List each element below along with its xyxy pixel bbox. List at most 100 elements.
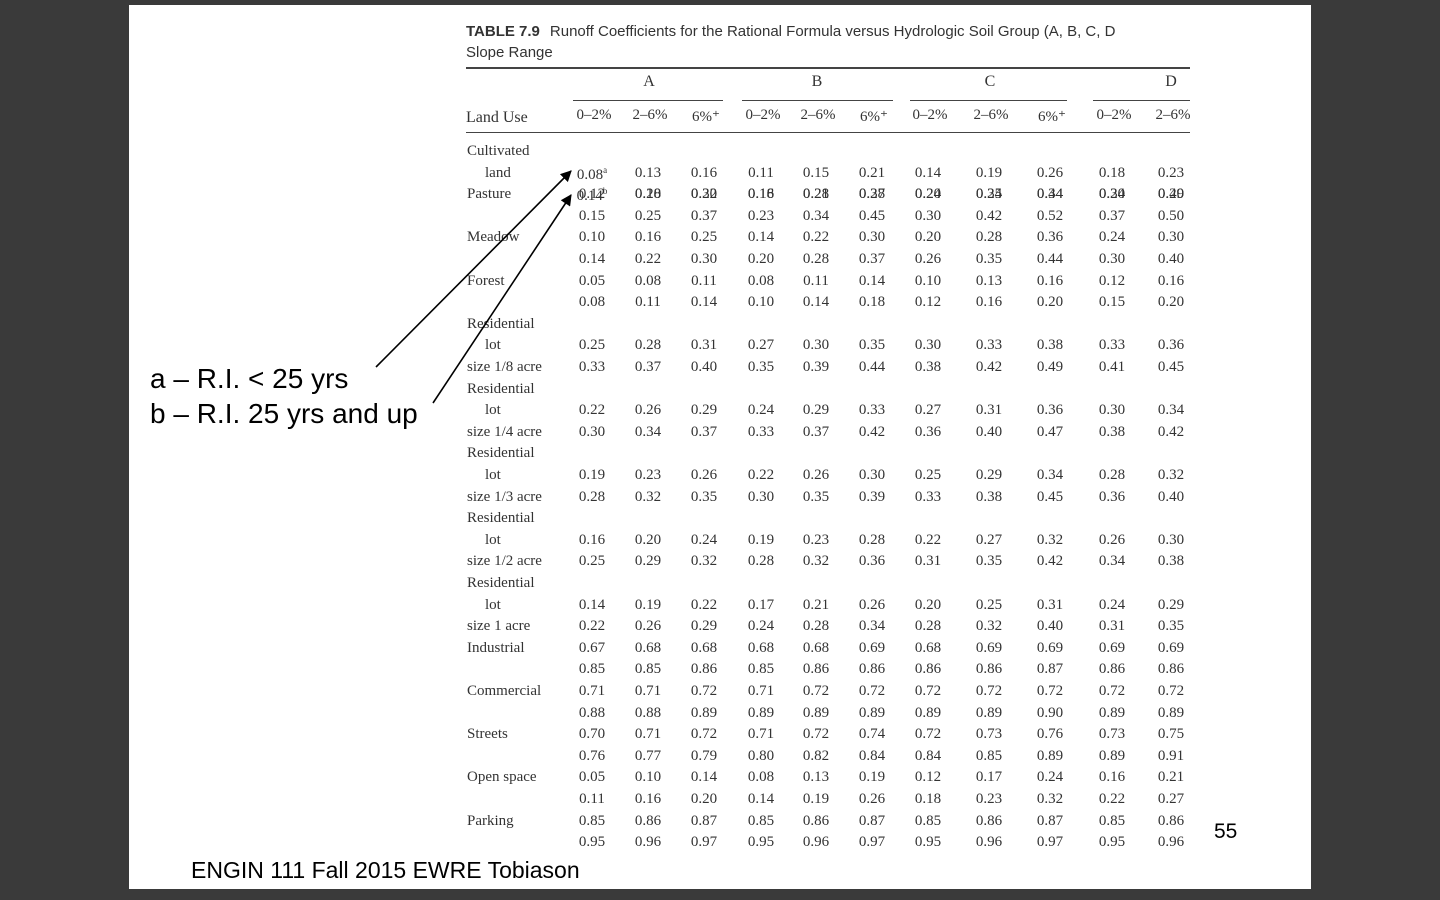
table-cell: 0.16 xyxy=(690,164,718,181)
table-cell: 0.40 xyxy=(1036,618,1064,635)
table-cell: 0.69 xyxy=(1036,639,1064,656)
table-cell: 0.89 xyxy=(747,704,775,721)
table-cell: 0.25 xyxy=(975,596,1003,613)
table-cell: 0.14b xyxy=(576,186,608,205)
table-cell: 0.23 xyxy=(802,531,830,548)
table-cell: 0.31 xyxy=(1098,618,1126,635)
table-cell: 0.87 xyxy=(1036,661,1064,678)
table-cell: 0.30 xyxy=(747,488,775,505)
table-cell: 0.24 xyxy=(1098,229,1126,246)
table-cell: 0.30 xyxy=(578,423,606,440)
table-cell: 0.97 xyxy=(858,834,886,851)
table-cell: 0.28 xyxy=(578,488,606,505)
column-header: 2–6% xyxy=(1155,107,1191,123)
table-cell: 0.11 xyxy=(579,791,605,807)
table-cell: 0.24 xyxy=(1098,186,1126,203)
table-cell: 0.72 xyxy=(914,683,942,699)
land-use-label: Residential xyxy=(467,445,535,462)
table-cell: 0.26 xyxy=(1036,164,1064,181)
table-cell: 0.40 xyxy=(690,359,718,375)
table-cell: 0.37 xyxy=(858,251,886,267)
table-cell: 0.18 xyxy=(1098,164,1126,181)
table-cell: 0.85 xyxy=(914,812,942,829)
table-caption-line2: Slope Range xyxy=(466,44,553,61)
table-cell: 0.97 xyxy=(690,834,718,851)
table-cell: 0.95 xyxy=(914,834,942,851)
table-cell: 0.89 xyxy=(1157,704,1185,721)
table-cell: 0.13 xyxy=(634,164,662,181)
table-cell: 0.86 xyxy=(1098,661,1126,678)
table-cell: 0.28 xyxy=(975,229,1003,246)
table-cell: 0.96 xyxy=(802,834,830,851)
table-cell: 0.25 xyxy=(634,207,662,224)
table-cell: 0.38 xyxy=(1098,423,1126,440)
table-cell: 0.29 xyxy=(975,467,1003,483)
table-cell: 0.24 xyxy=(747,618,775,635)
table-cell: 0.44 xyxy=(858,359,886,375)
footnote-a: a – R.I. < 25 yrs xyxy=(150,363,349,394)
table-cell: 0.88 xyxy=(634,704,662,721)
table-cell: 0.20 xyxy=(914,596,942,613)
table-cell: 0.33 xyxy=(914,488,942,505)
table-label: TABLE 7.9 xyxy=(466,23,540,40)
table-cell: 0.40 xyxy=(1157,488,1185,505)
table-cell: 0.85 xyxy=(634,661,662,678)
table-cell: 0.37 xyxy=(634,359,662,375)
table-cell: 0.08 xyxy=(578,294,606,311)
table-cell: 0.89 xyxy=(802,704,830,721)
table-cell: 0.12 xyxy=(914,294,942,311)
table-cell: 0.25 xyxy=(690,229,718,246)
table-cell: 0.19 xyxy=(634,596,662,613)
table-cell: 0.10 xyxy=(747,294,775,311)
table-cell: 0.38 xyxy=(914,359,942,375)
table-cell: 0.47 xyxy=(1036,423,1064,440)
table-cell: 0.14 xyxy=(690,769,718,786)
table-cell: 0.23 xyxy=(975,791,1003,807)
table-cell: 0.34 xyxy=(1098,553,1126,570)
table-cell: 0.18 xyxy=(858,294,886,311)
table-cell: 0.13 xyxy=(975,272,1003,289)
table-cell: 0.20 xyxy=(1036,294,1064,311)
table-cell: 0.27 xyxy=(747,337,775,354)
table-cell: 0.30 xyxy=(690,186,718,203)
table-cell: 0.40 xyxy=(1157,186,1185,203)
table-cell: 0.30 xyxy=(1157,229,1185,246)
land-use-label: Residential xyxy=(467,380,535,397)
table-cell: 0.29 xyxy=(1157,186,1185,203)
table-cell: 0.19 xyxy=(747,531,775,548)
table-cell: 0.05 xyxy=(578,272,606,289)
table-cell: 0.42 xyxy=(975,207,1003,224)
table-cell: 0.90 xyxy=(1036,704,1064,721)
table-cell: 0.95 xyxy=(747,834,775,851)
table-cell: 0.86 xyxy=(975,812,1003,829)
table-cell: 0.96 xyxy=(634,834,662,851)
table-cell: 0.86 xyxy=(802,812,830,829)
table-cell: 0.95 xyxy=(1098,834,1126,851)
table-cell: 0.25 xyxy=(578,553,606,570)
table-cell: 0.49 xyxy=(1036,359,1064,375)
table-cell: 0.26 xyxy=(634,618,662,635)
table-cell: 0.11 xyxy=(691,272,717,289)
table-cell: 0.89 xyxy=(690,704,718,721)
table-cell: 0.15 xyxy=(1098,294,1126,311)
table-cell: 0.44 xyxy=(1036,251,1064,267)
table-cell: 0.87 xyxy=(1036,812,1064,829)
table-cell: 0.20 xyxy=(914,186,942,203)
table-cell: 0.80 xyxy=(747,747,775,764)
table-cell: 0.82 xyxy=(802,747,830,764)
table-cell: 0.86 xyxy=(1157,661,1185,678)
column-header: 2–6% xyxy=(973,107,1009,123)
column-header: 0–2% xyxy=(745,107,781,123)
land-use-label: lot xyxy=(485,402,501,419)
group-rule xyxy=(910,100,1067,101)
table-cell: 0.67 xyxy=(578,639,606,656)
table-cell: 0.22 xyxy=(914,531,942,548)
table-cell: 0.72 xyxy=(1036,683,1064,699)
table-cell: 0.11 xyxy=(635,294,661,311)
land-use-header: Land Use xyxy=(466,109,528,126)
table-cell: 0.68 xyxy=(690,639,718,656)
table-cell: 0.16 xyxy=(747,186,775,203)
table-cell: 0.88 xyxy=(578,704,606,721)
table-cell: 0.30 xyxy=(914,337,942,354)
table-cell: 0.28 xyxy=(858,186,886,203)
